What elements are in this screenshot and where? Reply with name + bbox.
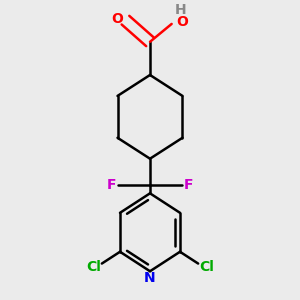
Text: F: F <box>184 178 194 192</box>
Text: Cl: Cl <box>200 260 214 274</box>
Text: N: N <box>144 271 156 285</box>
Text: F: F <box>106 178 116 192</box>
Text: O: O <box>176 16 188 29</box>
Text: Cl: Cl <box>86 260 101 274</box>
Text: H: H <box>175 3 187 17</box>
Text: O: O <box>112 12 123 26</box>
